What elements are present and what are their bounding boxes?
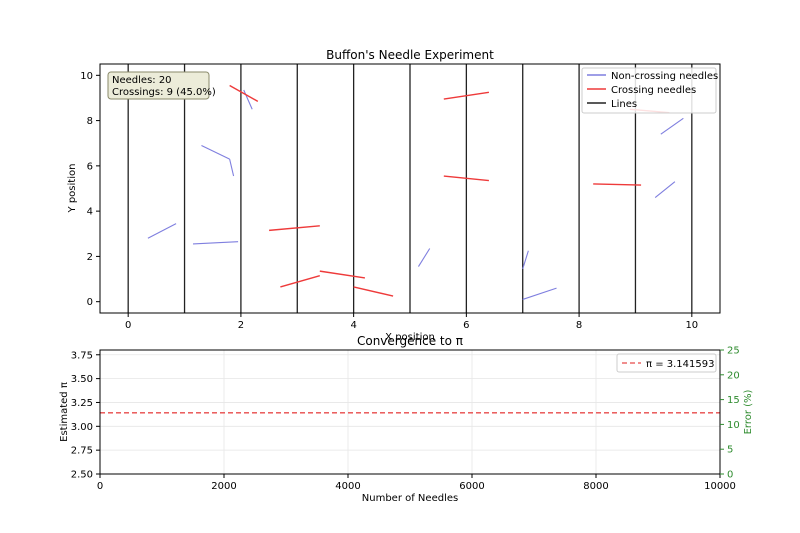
convergence-legend-box [616, 353, 717, 373]
noncrossing-needle [522, 287, 557, 300]
y-tick-label: 2.75 [71, 446, 93, 457]
error-axis-ticks: 0 5 10 15 20 25 [720, 346, 740, 481]
y-tick-label: 3.50 [71, 374, 93, 385]
x-tick-label: 4000 [335, 481, 360, 492]
noncrossing-needle [229, 158, 235, 177]
needle-y-ticks: 0 2 4 6 8 10 [80, 71, 100, 308]
crossing-needle [280, 274, 321, 288]
crossing-needle [353, 286, 394, 297]
noncrossing-needle [243, 89, 253, 110]
legend-noncross-label: Non-crossing needles [611, 71, 718, 82]
stats-box-background [107, 71, 210, 100]
legend-cross-label: Crossing needles [611, 85, 696, 96]
needle-legend-box [581, 67, 717, 114]
stats-crossings: Crossings: 9 (45.0%) [112, 87, 216, 98]
needle-x-axis-label: X position [385, 332, 435, 343]
convergence-plot-frame [99, 349, 721, 475]
y-tick-label: 2.50 [71, 470, 93, 481]
convergence-panel: Convergence to π 0 2000 4000 6000 8000 10000 … [59, 334, 754, 504]
noncrossing-needle [417, 248, 431, 267]
needles [147, 84, 684, 300]
error-axis-label: Error (%) [743, 389, 754, 434]
crossing-needle [269, 225, 320, 232]
noncrossing-needle [654, 181, 676, 198]
convergence-x-ticks: 0 2000 4000 6000 8000 10000 [97, 474, 736, 492]
x-tick-label: 0 [125, 320, 131, 331]
y-tick-label: 10 [80, 71, 93, 82]
legend-lines-label: Lines [611, 99, 637, 110]
x-tick-label: 10 [685, 320, 698, 331]
y-tick-label: 6 [87, 161, 93, 172]
crossing-needle [319, 270, 366, 279]
convergence-legend: π = 3.141593 [616, 353, 717, 373]
y2-tick-label: 20 [727, 370, 740, 381]
x-tick-label: 2 [238, 320, 244, 331]
crossing-needle [229, 84, 259, 102]
y2-tick-label: 0 [727, 470, 733, 481]
y-tick-label: 3.25 [71, 398, 93, 409]
x-tick-label: 6 [463, 320, 469, 331]
crossing-needle [593, 183, 642, 186]
stats-needles: Needles: 20 [112, 75, 172, 86]
y-tick-label: 3.75 [71, 350, 93, 361]
x-tick-label: 2000 [211, 481, 236, 492]
convergence-chart-title: Convergence to π [357, 334, 463, 348]
convergence-x-axis-label: Number of Needles [362, 493, 458, 504]
legend-pi-label: π = 3.141593 [646, 359, 714, 370]
y-tick-label: 3.00 [71, 422, 93, 433]
y2-tick-label: 10 [727, 420, 740, 431]
needle-panel: Buffon's Needle Experiment 0 2 4 6 8 10 0 2 4 6 8… [67, 48, 721, 343]
y2-tick-label: 5 [727, 445, 733, 456]
y2-tick-label: 25 [727, 346, 740, 357]
needle-chart-title: Buffon's Needle Experiment [326, 48, 494, 62]
x-tick-label: 8 [576, 320, 582, 331]
crossing-needle [443, 175, 489, 182]
x-tick-label: 8000 [583, 481, 608, 492]
needle-x-ticks: 0 2 4 6 8 10 [125, 313, 698, 331]
noncrossing-needle [192, 241, 239, 245]
noncrossing-needle [147, 223, 177, 239]
noncrossing-needle [201, 144, 230, 160]
x-tick-label: 10000 [704, 481, 736, 492]
y-tick-label: 0 [87, 297, 93, 308]
x-tick-label: 4 [350, 320, 356, 331]
needle-legend: Non-crossing needles Crossing needles Li… [581, 67, 718, 114]
noncrossing-needle [522, 250, 529, 270]
y-tick-label: 2 [87, 252, 93, 263]
crossing-needle [443, 91, 490, 100]
noncrossing-needle [660, 117, 684, 135]
y2-tick-label: 15 [727, 395, 740, 406]
needle-y-axis-label: Y position [67, 164, 78, 214]
needle-plot-frame [99, 63, 721, 314]
x-tick-label: 6000 [459, 481, 484, 492]
stats-box: Needles: 20 Crossings: 9 (45.0%) [107, 71, 216, 100]
y-tick-label: 4 [87, 207, 93, 218]
x-tick-label: 0 [97, 481, 103, 492]
convergence-y-ticks: 2.50 2.75 3.00 3.25 3.50 3.75 [71, 350, 100, 481]
y-tick-label: 8 [87, 116, 93, 127]
convergence-y-axis-label: Estimated π [59, 382, 70, 442]
